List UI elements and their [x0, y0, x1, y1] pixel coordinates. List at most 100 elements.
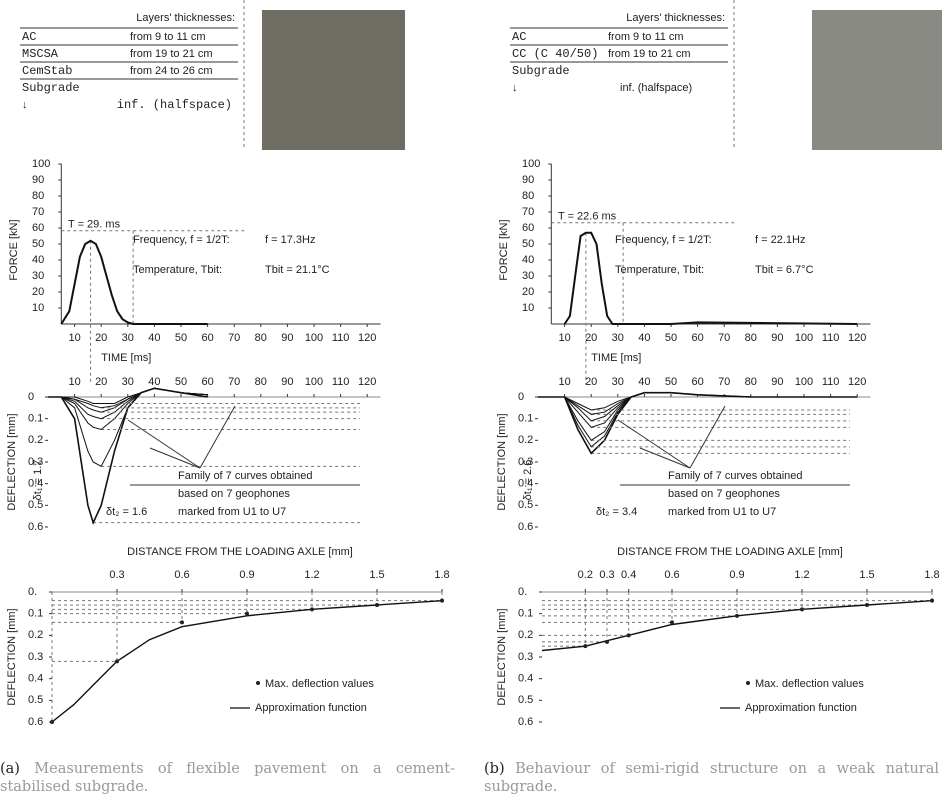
y-tick-label: 60: [32, 222, 44, 234]
x-tick-label: 110: [822, 376, 840, 388]
point: [50, 720, 54, 724]
layer-name: AC: [22, 30, 36, 44]
deflection-curve: [538, 392, 858, 448]
frequency-label: Frequency, f = 1/2T:: [615, 234, 712, 246]
caption-text: Measurements of flexible pavement on a c…: [0, 761, 455, 795]
x-tick-label: 20: [95, 332, 107, 344]
x-tick-label: 50: [175, 376, 187, 388]
x-tick-label: 90: [771, 332, 783, 344]
x-tick-label: 50: [665, 332, 677, 344]
layer-thickness: from 19 to 21 cm: [608, 48, 691, 60]
y-tick-label: 30: [32, 270, 44, 282]
x-tick-label: 0.9: [729, 569, 744, 581]
y-tick-label: 0.1: [28, 608, 43, 620]
legend-label: Max. deflection values: [755, 678, 864, 690]
x-tick-label: 60: [201, 376, 213, 388]
y-tick-label: 50: [522, 238, 534, 250]
y-tick-label: 50: [32, 238, 44, 250]
frequency-value: f = 17.3Hz: [265, 234, 315, 246]
note: Family of 7 curves obtained: [178, 470, 313, 482]
x-tick-label: 20: [585, 376, 597, 388]
y-tick-label: 80: [522, 190, 534, 202]
temperature-label: Temperature, Tbit:: [133, 264, 222, 276]
x-tick-label: 90: [281, 376, 293, 388]
layer-name: MSCSA: [22, 47, 59, 61]
x-tick-label: 90: [771, 376, 783, 388]
point: [310, 607, 314, 612]
y-tick-label: 0.2: [518, 434, 533, 446]
approximation-curve: [541, 600, 933, 652]
arrow: [199, 405, 236, 469]
y-tick-label: 100: [32, 158, 50, 170]
delta-1: δt₁ = 1.7: [32, 460, 44, 501]
delta-1: δt₁ = 2.6: [522, 460, 534, 501]
y-tick-label: 0.2: [518, 629, 533, 641]
x-tick-label: 80: [745, 332, 757, 344]
y-tick-label: 20: [32, 286, 44, 298]
x-tick-label: 0.4: [621, 569, 636, 581]
delta-2: δt₂ = 1.6: [106, 506, 147, 518]
point: [865, 603, 869, 607]
y-tick-label: 0.1: [28, 413, 43, 425]
x-tick-label: 30: [612, 376, 624, 388]
x-tick-label: 40: [638, 332, 650, 344]
x-tick-label: 10: [68, 332, 80, 344]
layers-title: Layers' thicknesses:: [136, 12, 235, 24]
x-tick-label: 30: [612, 332, 624, 344]
point: [670, 620, 674, 625]
y-tick-label: 0.6: [28, 521, 43, 533]
x-tick-label: 0.3: [599, 569, 614, 581]
period: T = 22.6 ms: [558, 211, 617, 223]
x-tick-label: 100: [795, 332, 813, 344]
x-tick-label: 0.6: [664, 569, 679, 581]
x-tick-label: 70: [718, 332, 730, 344]
caption: (a) Measurements of flexible pavement on…: [0, 760, 455, 796]
y-tick-label: 90: [32, 174, 44, 186]
y-tick-label: 0.4: [28, 673, 43, 685]
y-tick-label: 0.6: [518, 716, 533, 728]
x-tick-label: 110: [332, 376, 350, 388]
y-tick-label: 0.5: [28, 694, 43, 706]
arrow: [689, 405, 726, 469]
y-tick-label: 0.6: [28, 716, 43, 728]
halfspace: inf. (halfspace): [620, 82, 692, 94]
x-tick-label: 70: [228, 332, 240, 344]
force-curve: [60, 239, 208, 325]
x-tick-label: 40: [638, 376, 650, 388]
y-axis-label: DEFLECTION [mm]: [6, 608, 18, 705]
y-tick-label: 0.2: [28, 434, 43, 446]
caption: (b) Behaviour of semi-rigid structure on…: [484, 760, 939, 796]
y-tick-label: 0.3: [28, 456, 43, 468]
arrow: [639, 447, 691, 469]
legend-label: Approximation function: [745, 702, 857, 714]
y-tick-label: 0.: [518, 586, 527, 598]
x-tick-label: 30: [122, 376, 134, 388]
layer-name: AC: [512, 30, 526, 44]
y-tick-label: 0.6: [518, 521, 533, 533]
point: [245, 611, 249, 616]
point: [375, 603, 379, 607]
point: [115, 659, 119, 664]
note: marked from U1 to U7: [178, 506, 286, 518]
layer-name: CC (C 40/50): [512, 47, 598, 61]
x-tick-label: 1.2: [304, 569, 319, 581]
x-tick-label: 90: [281, 332, 293, 344]
photo: [812, 10, 942, 150]
temperature-value: Tbit = 21.1°C: [265, 264, 330, 276]
caption-text: Behaviour of semi-rigid structure on a w…: [484, 761, 940, 795]
note: based on 7 geophones: [668, 488, 780, 500]
y-tick-label: 0.2: [28, 629, 43, 641]
layer-thickness: from 9 to 11 cm: [130, 31, 206, 43]
x-tick-label: 120: [848, 332, 866, 344]
y-tick-label: 0.4: [518, 478, 533, 490]
x-tick-label: 40: [148, 332, 160, 344]
y-tick-label: 0.3: [518, 456, 533, 468]
photo: [262, 10, 405, 150]
note: Family of 7 curves obtained: [668, 470, 803, 482]
deflection-curve: [538, 391, 858, 455]
y-tick-label: 0.1: [518, 413, 533, 425]
x-tick-label: 110: [822, 332, 840, 344]
x-tick-label: 60: [201, 332, 213, 344]
x-tick-label: 0.3: [109, 569, 124, 581]
